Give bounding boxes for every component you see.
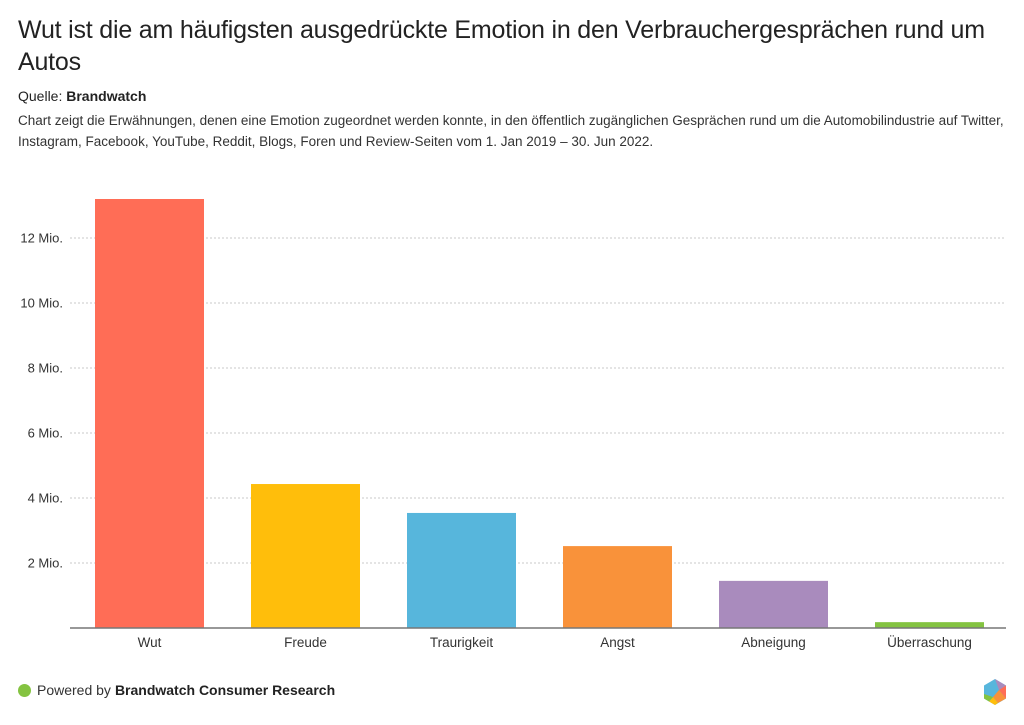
y-tick-label: 6 Mio. (28, 426, 63, 441)
brand-name: Brandwatch Consumer Research (114, 682, 336, 698)
bar-freude[interactable] (251, 484, 360, 628)
x-tick-label: Abneigung (741, 635, 806, 650)
gridlines (70, 237, 1006, 564)
x-tick-label: Freude (284, 635, 327, 650)
source-label: Quelle: (18, 88, 63, 104)
bar-abneigung[interactable] (719, 580, 828, 628)
x-tick-label: Wut (138, 635, 162, 650)
bar-überraschung[interactable] (875, 622, 984, 628)
brandwatch-logo-icon (984, 679, 1006, 705)
bars (95, 199, 984, 628)
x-tick-label: Traurigkeit (430, 635, 494, 650)
y-tick-label: 12 Mio. (20, 231, 63, 246)
y-tick-label: 10 Mio. (20, 296, 63, 311)
bar-traurigkeit[interactable] (407, 512, 516, 628)
y-tick-label: 2 Mio. (28, 556, 63, 571)
x-tick-label: Angst (600, 635, 635, 650)
powered-by-label: Powered by (37, 682, 111, 698)
brand-dot-icon (18, 683, 31, 697)
source-name: Brandwatch (66, 88, 147, 104)
y-tick-label: 8 Mio. (28, 361, 63, 376)
bar-wut[interactable] (95, 199, 204, 628)
chart-title: Wut ist die am häufigsten ausgedrückte E… (18, 16, 985, 76)
y-tick-label: 4 Mio. (28, 491, 63, 506)
y-axis-ticks: 2 Mio. 4 Mio. 6 Mio. 8 Mio. 10 Mio. 12 Mio. (20, 231, 63, 571)
bar-chart: 2 Mio. 4 Mio. 6 Mio. 8 Mio. 10 Mio. 12 Mio. W… (20, 199, 1006, 650)
chart-description: Chart zeigt die Erwähnungen, denen eine … (18, 113, 1004, 149)
source-line: Quelle: Brandwatch (18, 88, 146, 104)
x-tick-label: Überraschung (887, 635, 972, 650)
footer: Powered by Brandwatch Consumer Research (18, 682, 335, 698)
x-axis-labels: Wut Freude Traurigkeit Angst Abneigung Überra… (138, 635, 972, 650)
bar-angst[interactable] (563, 546, 672, 628)
